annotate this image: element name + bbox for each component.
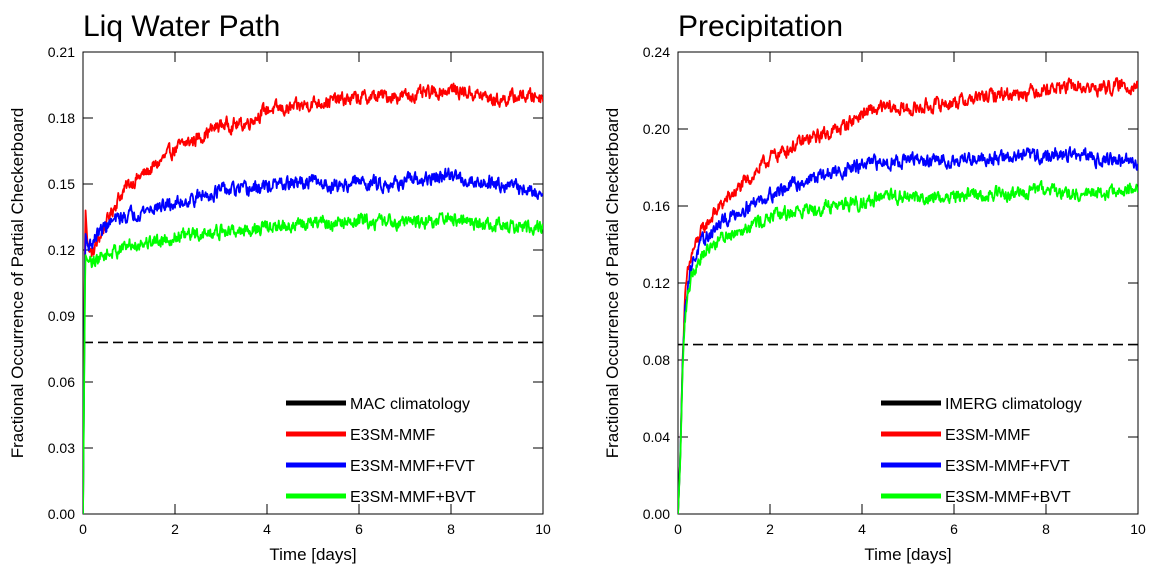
chart-title: Precipitation (678, 10, 843, 43)
series-line-e3sm-mmf-fvt (678, 146, 1138, 514)
plot-frame (677, 51, 1139, 515)
series-line-e3sm-mmf-fvt (83, 167, 543, 514)
y-tick-label: 0.15 (48, 176, 75, 192)
x-tick-label: 8 (447, 521, 455, 537)
x-tick-label: 4 (263, 521, 271, 537)
x-tick-label: 10 (535, 521, 551, 537)
legend-label: E3SM-MMF (350, 427, 436, 444)
y-tick-label: 0.00 (48, 506, 75, 522)
x-tick-label: 2 (171, 521, 179, 537)
y-tick-label: 0.21 (48, 44, 75, 60)
plot-frame (82, 51, 544, 515)
x-axis-label: Time [days] (269, 545, 356, 564)
x-tick-label: 2 (766, 521, 774, 537)
y-tick-label: 0.08 (643, 352, 670, 368)
legend-label: E3SM-MMF (945, 427, 1031, 444)
y-tick-label: 0.20 (643, 121, 670, 137)
legend-label: E3SM-MMF+BVT (945, 489, 1071, 506)
x-tick-label: 6 (950, 521, 958, 537)
series-line-e3sm-mmf-bvt (83, 212, 543, 514)
y-axis-label: Fractional Occurrence of Partial Checker… (8, 108, 27, 459)
x-tick-label: 0 (674, 521, 682, 537)
y-tick-label: 0.06 (48, 374, 75, 390)
x-tick-label: 10 (1130, 521, 1146, 537)
y-tick-label: 0.16 (643, 198, 670, 214)
x-tick-label: 0 (79, 521, 87, 537)
x-axis-label: Time [days] (864, 545, 951, 564)
y-tick-label: 0.00 (643, 506, 670, 522)
chart-title: Liq Water Path (83, 10, 280, 43)
y-tick-label: 0.09 (48, 308, 75, 324)
y-tick-label: 0.12 (643, 275, 670, 291)
legend-label: E3SM-MMF+BVT (350, 489, 476, 506)
legend-label: MAC climatology (350, 396, 470, 413)
y-tick-label: 0.12 (48, 242, 75, 258)
chart-precipitation: Precipitation 0 2 4 6 8 10 0.00 0.04 0.08 0.12 0.16… (603, 10, 1146, 564)
x-tick-label: 6 (355, 521, 363, 537)
legend-label: E3SM-MMF+FVT (945, 458, 1070, 475)
series-line-e3sm-mmf (83, 82, 543, 514)
y-tick-label: 0.04 (643, 429, 670, 445)
y-tick-label: 0.18 (48, 110, 75, 126)
legend-label: IMERG climatology (945, 396, 1082, 413)
chart-liq-water-path: Liq Water Path 0 2 4 6 8 10 0.00 0.03 0.06 0.09 0.1… (8, 10, 551, 564)
legend-label: E3SM-MMF+FVT (350, 458, 475, 475)
series-line-e3sm-mmf (678, 77, 1138, 514)
series-line-e3sm-mmf-bvt (678, 180, 1138, 514)
y-axis-label: Fractional Occurrence of Partial Checker… (603, 108, 622, 459)
x-tick-label: 8 (1042, 521, 1050, 537)
y-tick-label: 0.03 (48, 440, 75, 456)
y-tick-label: 0.24 (643, 44, 670, 60)
x-tick-label: 4 (858, 521, 866, 537)
